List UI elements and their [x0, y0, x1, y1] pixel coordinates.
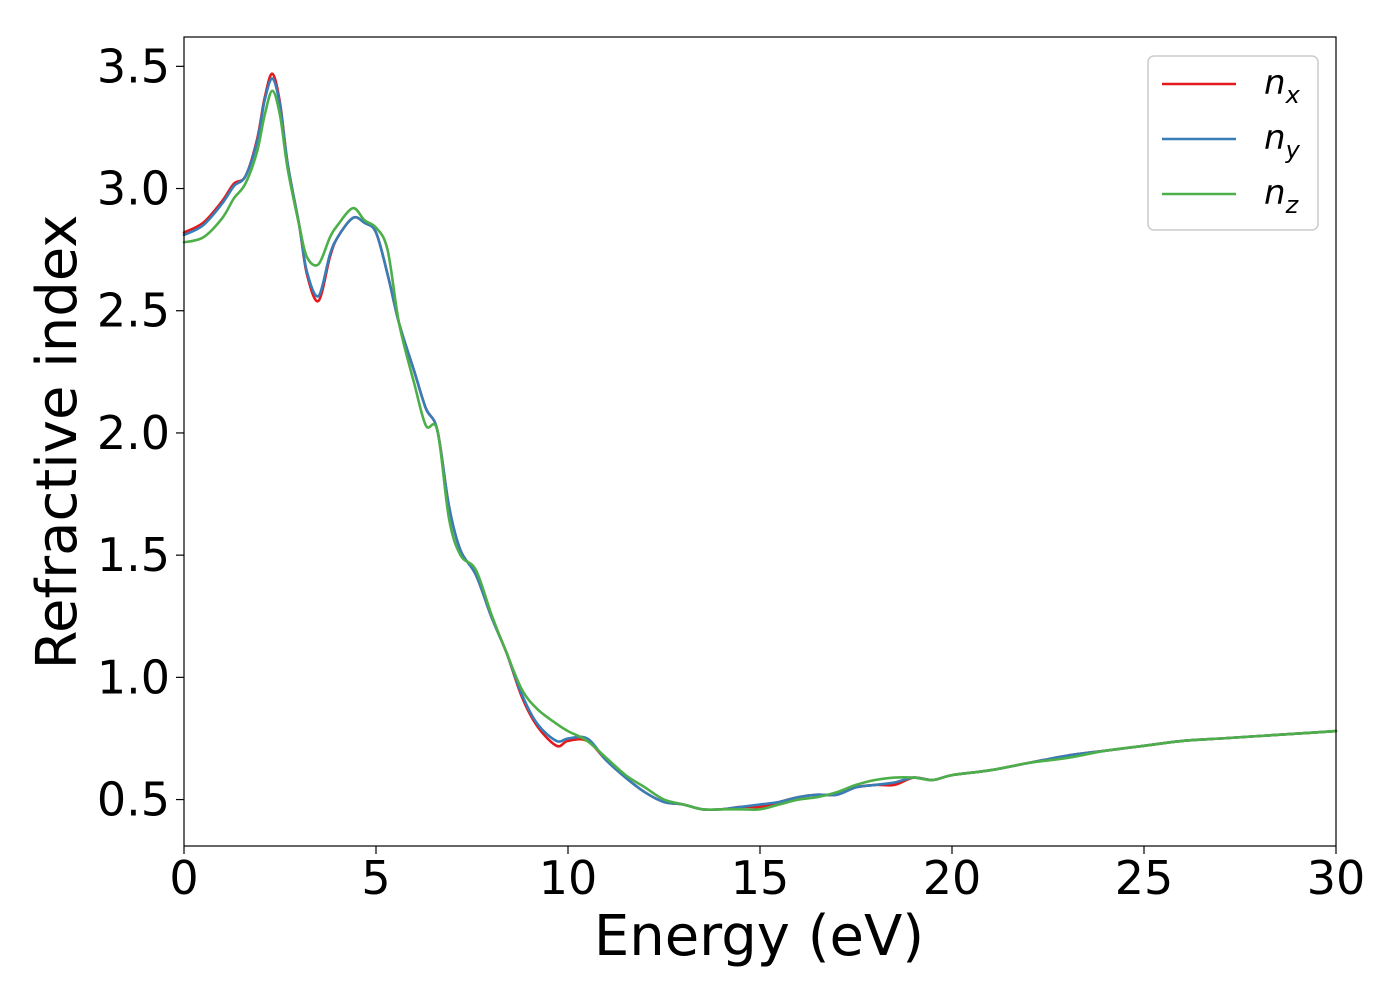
legend-label-main: n [1264, 63, 1286, 103]
x-tick-label: 0 [169, 851, 198, 905]
series-layer [182, 72, 1338, 812]
series-line-z [182, 89, 1338, 811]
x-tick-label: 5 [361, 851, 390, 905]
y-tick-label: 0.5 [97, 773, 170, 827]
x-tick-label: 20 [923, 851, 982, 905]
y-tick-label: 3.5 [97, 39, 170, 93]
x-tick-label: 10 [539, 851, 598, 905]
y-tick-label: 2.5 [97, 284, 170, 338]
legend-label-sub: y [1285, 136, 1301, 164]
x-tick-label: 30 [1307, 851, 1366, 905]
legend-label-sub: x [1285, 81, 1301, 109]
legend-label-main: n [1264, 173, 1286, 213]
x-axis-title: Energy (eV) [594, 904, 924, 969]
y-tick-label: 2.0 [97, 406, 170, 460]
legend-box [1147, 55, 1319, 231]
x-tick-label: 25 [1115, 851, 1174, 905]
legend-label-sub: z [1285, 191, 1300, 219]
legend-label-z: nz [1264, 173, 1300, 219]
legend-label-x: nx [1264, 63, 1301, 109]
y-tick-label: 3.0 [97, 162, 170, 216]
x-tick-label: 15 [731, 851, 790, 905]
ticks-layer: 0 5 10 15 20 25 30 0.5 1.0 1.5 2.0 2.5 3.0 3.5 [97, 39, 1365, 905]
y-axis-title: Refractive index [25, 215, 90, 670]
y-tick-label: 1.0 [97, 650, 170, 704]
legend-label-main: n [1264, 118, 1286, 158]
y-tick-label: 1.5 [97, 528, 170, 582]
legend-label-y: ny [1264, 118, 1301, 164]
